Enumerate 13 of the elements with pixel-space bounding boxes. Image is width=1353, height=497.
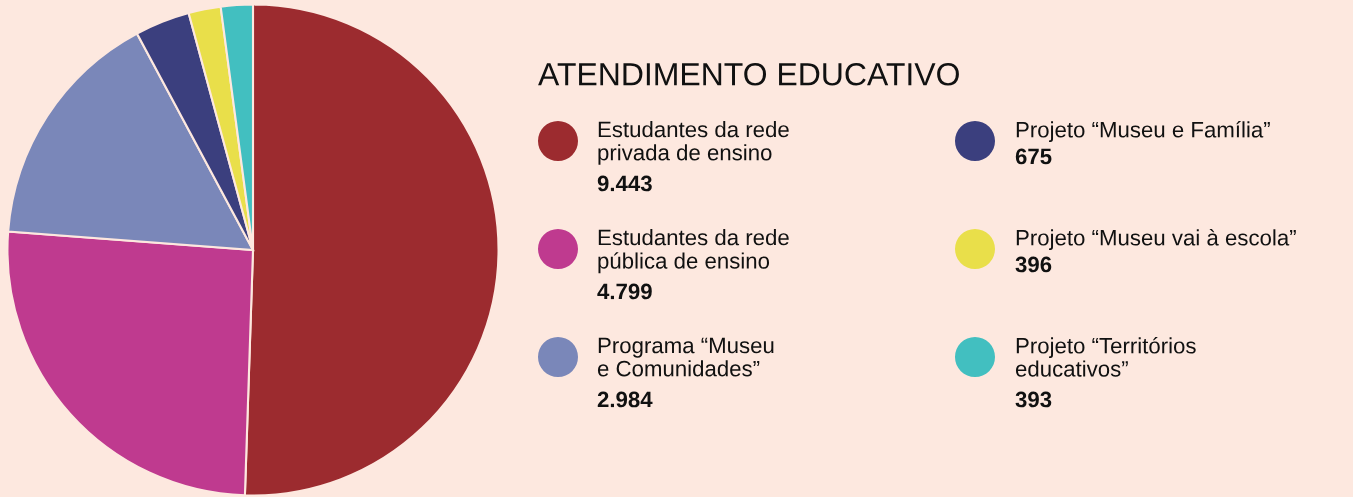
legend-label: Projeto “Museu vai à escola”: [1016, 229, 1296, 250]
data-label: 675: [1015, 148, 1052, 165]
legend-label: Estudantes da rede privada de ensino: [598, 121, 789, 165]
text: ATENDIMENTO EDUCATIVO: [538, 62, 959, 86]
legend-label: Projeto “Territórios educativos”: [1015, 337, 1196, 377]
data-label: 2.984: [597, 391, 653, 408]
data-label: 393: [1015, 391, 1052, 408]
legend-label: Projeto “Museu e Família”: [1016, 121, 1270, 142]
legend-label: Programa “Museu e Comunidades”: [597, 337, 774, 377]
data-label: 396: [1015, 256, 1052, 273]
data-label: 9.443: [597, 175, 652, 192]
legend-label: Estudantes da rede pública de ensino: [598, 229, 789, 274]
data-label: 4.799: [597, 283, 652, 300]
